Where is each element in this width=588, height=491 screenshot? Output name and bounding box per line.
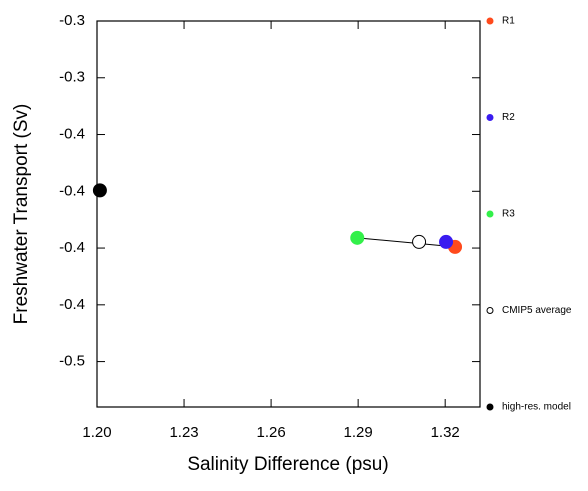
connector-line — [357, 237, 456, 248]
legend-marker — [486, 307, 494, 314]
x-tick-label: 1.26 — [256, 424, 285, 441]
legend-label: CMIP5 average — [502, 305, 572, 316]
x-axis-label: Salinity Difference (psu) — [187, 454, 388, 475]
x-tick-label: 1.29 — [344, 424, 373, 441]
x-tick-label: 1.32 — [431, 424, 460, 441]
legend-label: R3 — [502, 209, 515, 220]
legend-marker — [486, 17, 494, 25]
x-tick-label: 1.20 — [82, 424, 111, 441]
y-tick-label: -0.3 — [59, 69, 85, 86]
legend-marker — [486, 403, 494, 411]
y-tick-label: -0.5 — [59, 353, 85, 370]
legend-marker — [486, 210, 494, 218]
legend-label: high-res. model — [502, 402, 571, 413]
data-point — [439, 234, 454, 249]
y-tick-label: -0.4 — [59, 239, 85, 256]
y-tick-label: -0.4 — [59, 125, 85, 142]
x-tick-label: 1.23 — [169, 424, 198, 441]
y-tick-label: -0.3 — [59, 12, 85, 29]
y-tick-label: -0.4 — [59, 182, 85, 199]
y-axis-label: Freshwater Transport (Sv) — [11, 104, 32, 325]
legend-label: R2 — [502, 112, 515, 123]
legend-label: R1 — [502, 16, 515, 27]
plot-frame — [96, 20, 481, 408]
legend-marker — [486, 114, 494, 121]
data-point — [92, 183, 107, 198]
data-point — [412, 234, 427, 249]
y-tick-label: -0.4 — [59, 296, 85, 313]
data-point — [350, 230, 365, 245]
